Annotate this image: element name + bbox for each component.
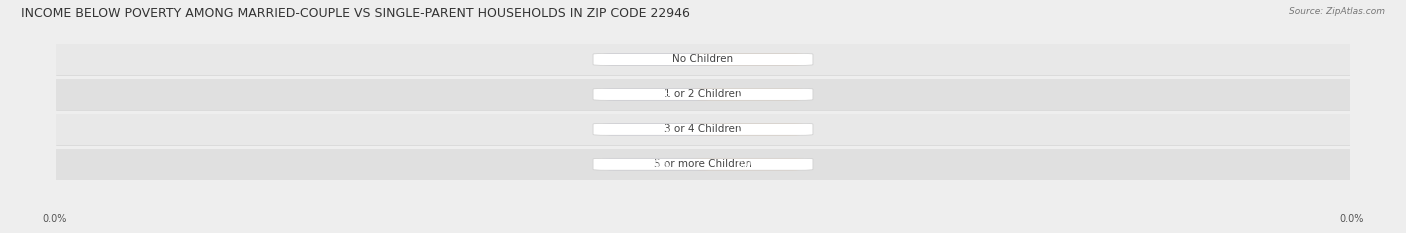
Text: 3 or 4 Children: 3 or 4 Children bbox=[664, 124, 742, 134]
Text: 5 or more Children: 5 or more Children bbox=[654, 159, 752, 169]
Text: 1 or 2 Children: 1 or 2 Children bbox=[664, 89, 742, 99]
Text: 0.0%: 0.0% bbox=[737, 124, 761, 134]
FancyBboxPatch shape bbox=[603, 54, 713, 65]
FancyBboxPatch shape bbox=[693, 54, 803, 65]
Text: 0.0%: 0.0% bbox=[645, 89, 669, 99]
FancyBboxPatch shape bbox=[56, 44, 1350, 75]
Text: 0.0%: 0.0% bbox=[737, 55, 761, 64]
Text: Source: ZipAtlas.com: Source: ZipAtlas.com bbox=[1289, 7, 1385, 16]
Text: 0.0%: 0.0% bbox=[645, 159, 669, 169]
Text: INCOME BELOW POVERTY AMONG MARRIED-COUPLE VS SINGLE-PARENT HOUSEHOLDS IN ZIP COD: INCOME BELOW POVERTY AMONG MARRIED-COUPL… bbox=[21, 7, 690, 20]
Text: No Children: No Children bbox=[672, 55, 734, 64]
FancyBboxPatch shape bbox=[56, 149, 1350, 180]
FancyBboxPatch shape bbox=[593, 88, 813, 100]
FancyBboxPatch shape bbox=[603, 123, 713, 135]
FancyBboxPatch shape bbox=[56, 114, 1350, 145]
Text: 0.0%: 0.0% bbox=[737, 89, 761, 99]
FancyBboxPatch shape bbox=[603, 158, 713, 170]
FancyBboxPatch shape bbox=[693, 88, 803, 100]
Text: 0.0%: 0.0% bbox=[645, 55, 669, 64]
FancyBboxPatch shape bbox=[593, 158, 813, 170]
FancyBboxPatch shape bbox=[593, 54, 813, 65]
Text: 0.0%: 0.0% bbox=[737, 159, 761, 169]
FancyBboxPatch shape bbox=[693, 123, 803, 135]
FancyBboxPatch shape bbox=[56, 79, 1350, 110]
Text: 0.0%: 0.0% bbox=[645, 124, 669, 134]
FancyBboxPatch shape bbox=[603, 88, 713, 100]
Text: 0.0%: 0.0% bbox=[1340, 214, 1364, 224]
FancyBboxPatch shape bbox=[693, 158, 803, 170]
Text: 0.0%: 0.0% bbox=[42, 214, 66, 224]
FancyBboxPatch shape bbox=[593, 123, 813, 135]
